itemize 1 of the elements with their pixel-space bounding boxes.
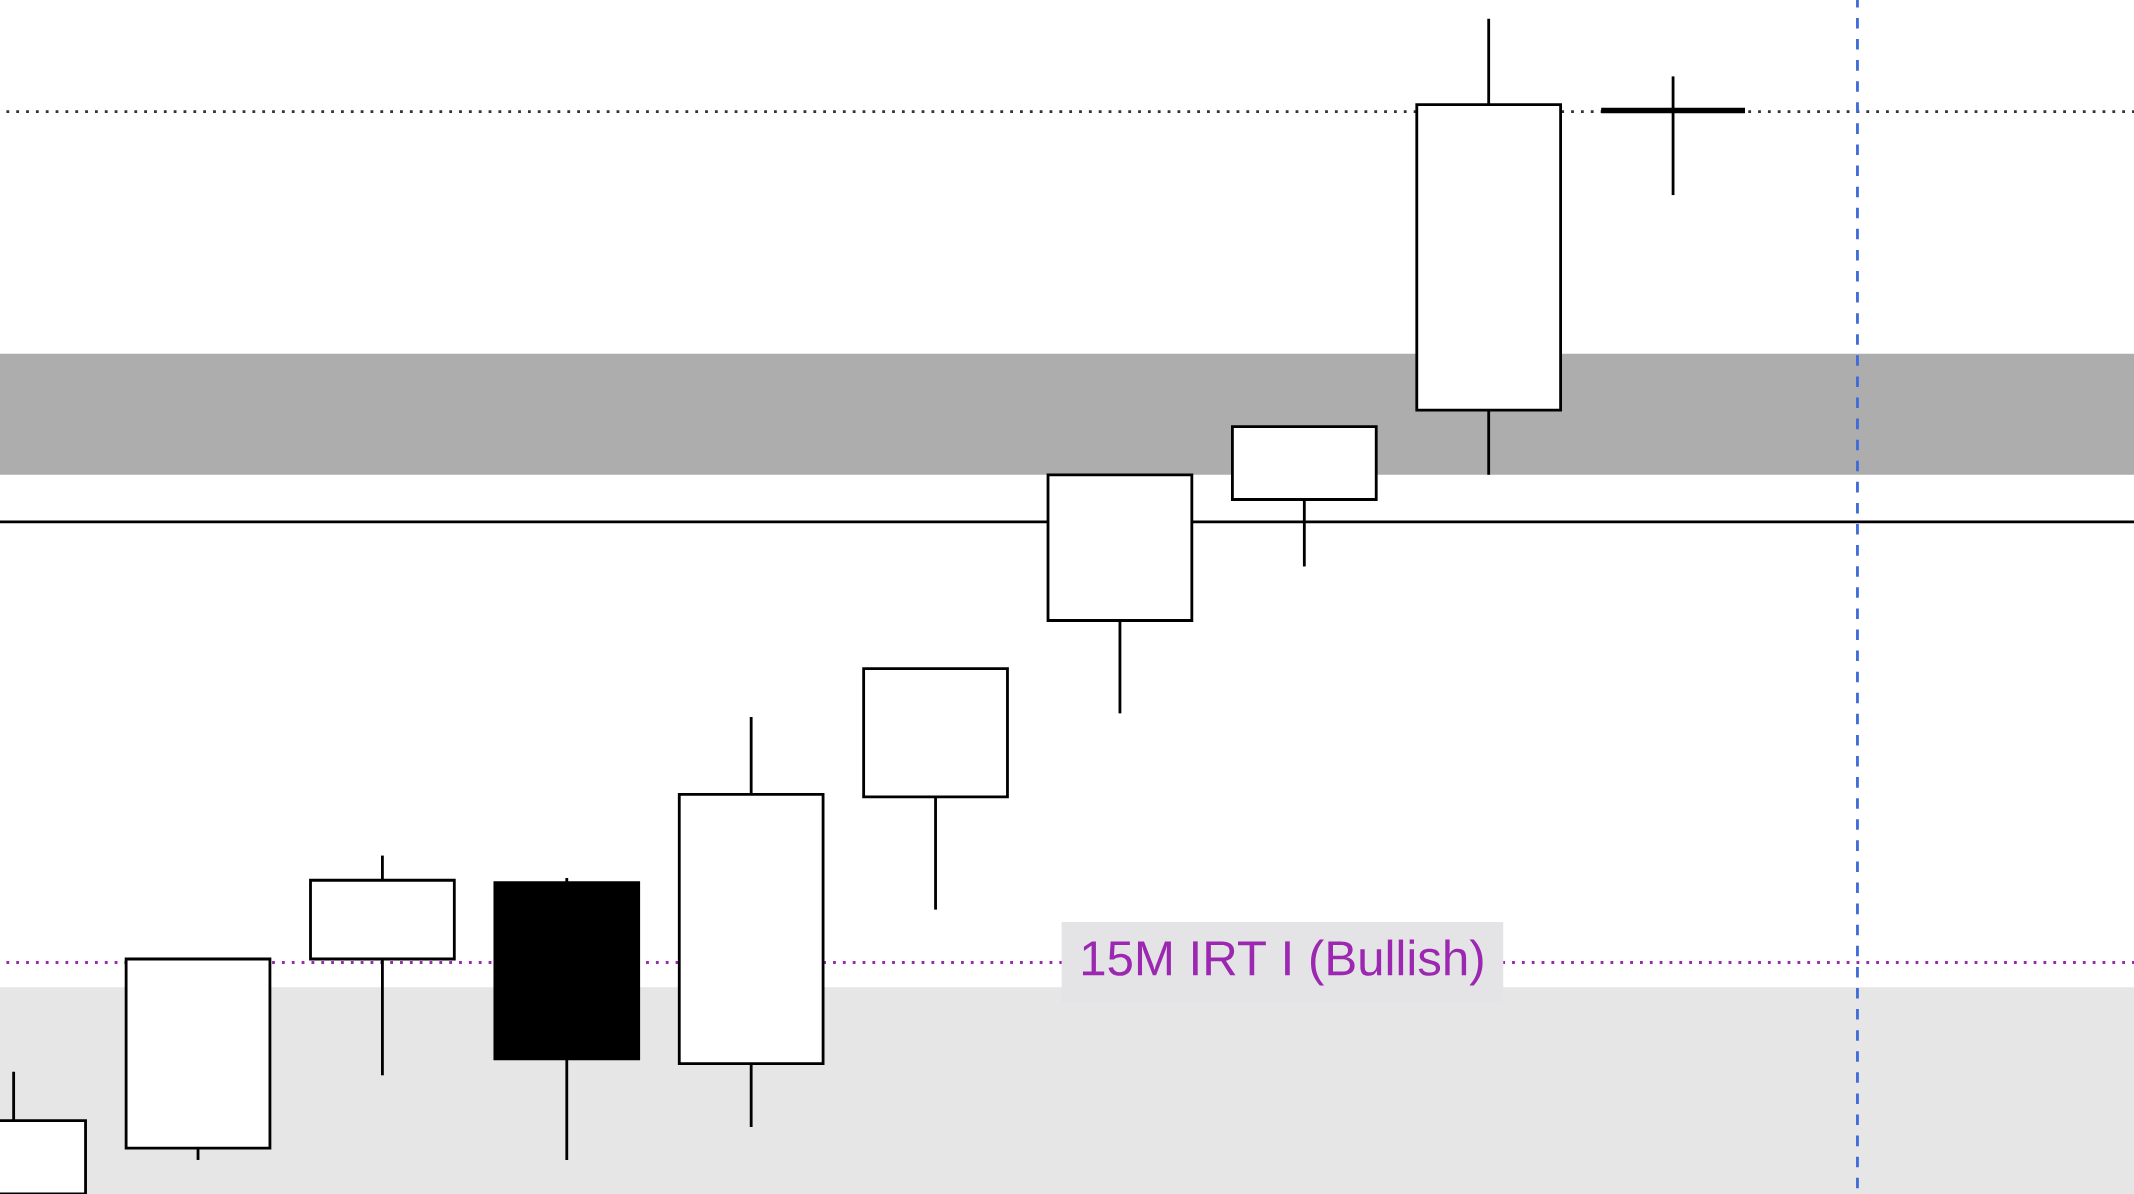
ref-line-label: 15M IRT I (Bullish) bbox=[1082, 939, 1483, 986]
